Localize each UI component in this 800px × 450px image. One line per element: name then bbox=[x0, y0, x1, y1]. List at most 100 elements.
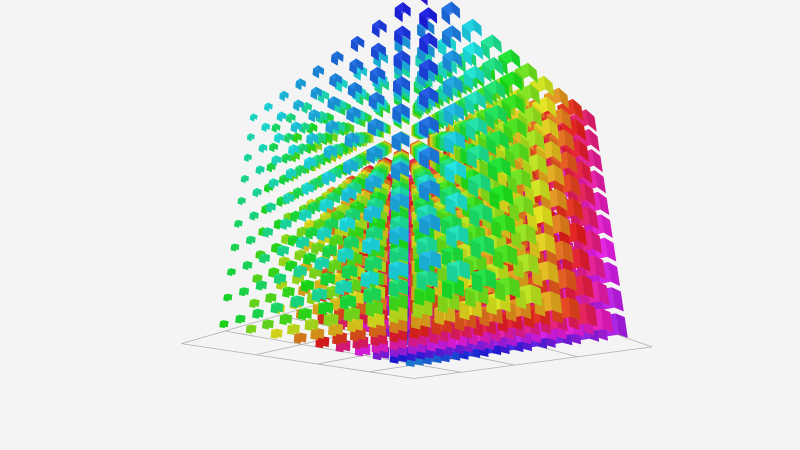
cube-point[interactable] bbox=[419, 147, 440, 170]
cube-point[interactable] bbox=[490, 214, 516, 239]
cube-point[interactable] bbox=[444, 160, 467, 185]
cube-point[interactable] bbox=[252, 308, 264, 319]
cube-point[interactable] bbox=[238, 287, 250, 297]
cube-point[interactable] bbox=[316, 226, 332, 242]
cube-point[interactable] bbox=[313, 218, 326, 232]
cube-point[interactable] bbox=[308, 109, 321, 123]
cube-point[interactable] bbox=[364, 255, 383, 273]
cube-point[interactable] bbox=[285, 168, 297, 180]
cube-point[interactable] bbox=[419, 116, 439, 139]
cube-point[interactable] bbox=[293, 265, 307, 278]
cube-point[interactable] bbox=[363, 287, 382, 304]
cube-point[interactable] bbox=[389, 306, 408, 324]
cube-point[interactable] bbox=[419, 7, 438, 30]
cube-point[interactable] bbox=[269, 142, 279, 153]
cube-point[interactable] bbox=[360, 270, 379, 289]
cube-point[interactable] bbox=[270, 302, 284, 314]
cube-point[interactable] bbox=[486, 292, 511, 316]
cube-point[interactable] bbox=[240, 175, 249, 184]
cube-point[interactable] bbox=[504, 142, 530, 169]
cube-point[interactable] bbox=[270, 242, 282, 254]
cube-point[interactable] bbox=[255, 165, 265, 175]
cube-point[interactable] bbox=[276, 111, 287, 123]
cube-point[interactable] bbox=[343, 235, 360, 252]
cube-point[interactable] bbox=[283, 132, 294, 144]
cube-point[interactable] bbox=[287, 323, 300, 335]
cube-point[interactable] bbox=[388, 278, 409, 298]
cube-point[interactable] bbox=[230, 243, 240, 252]
cube-point[interactable] bbox=[461, 18, 482, 44]
cube-point[interactable] bbox=[314, 256, 330, 271]
cube-point[interactable] bbox=[330, 210, 345, 225]
cube-point[interactable] bbox=[416, 269, 438, 291]
cube-point[interactable] bbox=[322, 244, 337, 259]
cube-point[interactable] bbox=[441, 1, 461, 26]
cube-point[interactable] bbox=[344, 132, 360, 149]
cube-point[interactable] bbox=[371, 19, 387, 38]
cube-point[interactable] bbox=[279, 90, 289, 102]
cube-point[interactable] bbox=[304, 318, 319, 331]
cube-point[interactable] bbox=[370, 42, 386, 61]
cube-point[interactable] bbox=[446, 260, 471, 283]
cube-point[interactable] bbox=[444, 131, 466, 155]
cube-point[interactable] bbox=[443, 75, 463, 100]
cube-point[interactable] bbox=[506, 168, 532, 195]
cube-point[interactable] bbox=[249, 211, 259, 221]
cube-point[interactable] bbox=[394, 25, 411, 46]
cube-point[interactable] bbox=[446, 225, 469, 249]
cube-point[interactable] bbox=[288, 144, 300, 156]
cube-point[interactable] bbox=[245, 324, 257, 334]
cube-point[interactable] bbox=[499, 71, 523, 98]
cube-point[interactable] bbox=[282, 286, 295, 298]
cube-point[interactable] bbox=[323, 313, 339, 327]
cube-point[interactable] bbox=[227, 268, 236, 277]
cube-point[interactable] bbox=[255, 280, 267, 291]
cube-point[interactable] bbox=[300, 279, 315, 293]
cube-point[interactable] bbox=[349, 58, 364, 75]
cube-point[interactable] bbox=[465, 117, 488, 142]
cube-point[interactable] bbox=[466, 144, 490, 169]
cube-point[interactable] bbox=[303, 252, 317, 266]
cube-point[interactable] bbox=[463, 65, 485, 91]
cube-point[interactable] bbox=[237, 197, 246, 206]
cube-point[interactable] bbox=[487, 157, 512, 183]
cube-point[interactable] bbox=[363, 205, 382, 224]
cube-point[interactable] bbox=[437, 292, 460, 314]
cube-point[interactable] bbox=[273, 273, 287, 285]
cube-point[interactable] bbox=[489, 184, 514, 210]
cube-point[interactable] bbox=[292, 132, 302, 144]
cube-point[interactable] bbox=[392, 103, 410, 124]
cube-point[interactable] bbox=[252, 274, 263, 284]
cube-point[interactable] bbox=[484, 104, 508, 131]
cube-point[interactable] bbox=[388, 261, 409, 281]
cube-point[interactable] bbox=[286, 113, 296, 124]
cube-point[interactable] bbox=[249, 113, 258, 122]
cube-point[interactable] bbox=[235, 314, 246, 324]
cube-point[interactable] bbox=[319, 198, 334, 213]
cube-point[interactable] bbox=[389, 293, 408, 312]
cube-point[interactable] bbox=[282, 192, 295, 205]
cube-point[interactable] bbox=[311, 288, 328, 303]
cube-point[interactable] bbox=[337, 247, 354, 264]
cube-point[interactable] bbox=[364, 174, 382, 193]
cube-point[interactable] bbox=[315, 336, 330, 349]
cube-point[interactable] bbox=[320, 272, 336, 287]
cube-point[interactable] bbox=[443, 102, 465, 127]
cube-point[interactable] bbox=[335, 279, 352, 296]
cube-point[interactable] bbox=[323, 145, 338, 160]
cube-point[interactable] bbox=[470, 235, 495, 260]
cube-point[interactable] bbox=[312, 65, 325, 79]
cube-point[interactable] bbox=[480, 34, 502, 61]
cube-point[interactable] bbox=[295, 78, 306, 91]
cube-point[interactable] bbox=[246, 133, 255, 142]
cube-point[interactable] bbox=[394, 2, 411, 23]
cube-point[interactable] bbox=[245, 235, 256, 245]
cube-point[interactable] bbox=[516, 84, 541, 112]
cube-point[interactable] bbox=[391, 131, 410, 152]
cube-point[interactable] bbox=[293, 332, 307, 344]
cube-point[interactable] bbox=[419, 86, 439, 110]
cube-point[interactable] bbox=[281, 153, 292, 164]
cube-point[interactable] bbox=[464, 90, 487, 116]
cube-point[interactable] bbox=[494, 277, 521, 302]
cube-point[interactable] bbox=[298, 208, 312, 222]
